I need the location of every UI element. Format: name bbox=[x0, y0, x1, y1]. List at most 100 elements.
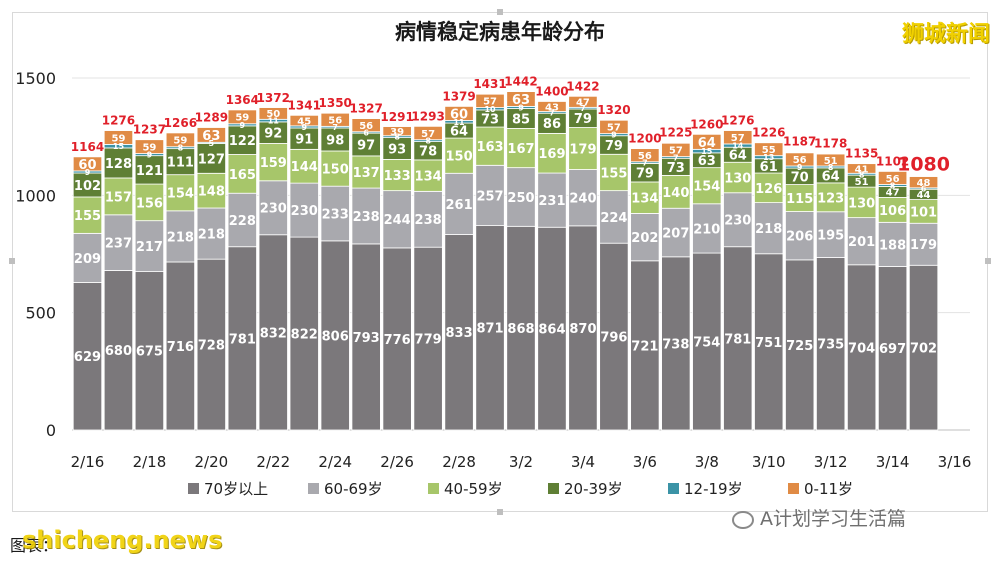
legend-swatch bbox=[308, 483, 319, 494]
segment-label: 207 bbox=[662, 226, 689, 241]
bar-segment bbox=[568, 225, 598, 431]
bar-segment bbox=[661, 174, 691, 209]
segment-label: 78 bbox=[419, 145, 437, 160]
bar-segment bbox=[630, 260, 660, 431]
segment-label: 167 bbox=[507, 142, 534, 157]
segment-label: 144 bbox=[291, 160, 318, 175]
bar-segment bbox=[444, 105, 474, 121]
bar-segment bbox=[908, 264, 939, 431]
total-label: 1135 bbox=[845, 147, 878, 161]
bar-segment bbox=[196, 258, 226, 431]
segment-label: 137 bbox=[353, 166, 380, 181]
total-label: 1431 bbox=[473, 77, 506, 91]
bar-segment bbox=[413, 125, 443, 141]
segment-label: 59 bbox=[235, 113, 249, 124]
segment-label: 7 bbox=[673, 153, 679, 162]
resize-handle-bottom[interactable] bbox=[497, 509, 503, 515]
total-label: 1266 bbox=[164, 116, 197, 130]
resize-handle-left[interactable] bbox=[9, 258, 15, 264]
segment-label: 85 bbox=[512, 112, 530, 127]
segment-label: 754 bbox=[693, 335, 720, 350]
segment-label: 233 bbox=[322, 207, 349, 222]
segment-label: 7 bbox=[580, 104, 586, 113]
brand-logo-text: 狮城新闻 bbox=[901, 22, 990, 47]
total-label: 1237 bbox=[133, 123, 166, 137]
bar-segment bbox=[258, 107, 288, 120]
x-tick-label: 3/8 bbox=[695, 453, 719, 471]
segment-label: 230 bbox=[260, 202, 287, 217]
segment-label: 231 bbox=[538, 194, 565, 209]
bar-segment bbox=[692, 252, 722, 431]
bar-segment bbox=[846, 264, 877, 431]
segment-label: 73 bbox=[481, 112, 499, 127]
bar-segment bbox=[630, 148, 660, 163]
segment-label: 56 bbox=[638, 151, 652, 162]
bar-segment bbox=[382, 159, 412, 192]
segment-label: 50 bbox=[266, 109, 280, 120]
segment-label: 179 bbox=[569, 142, 596, 157]
segment-label: 86 bbox=[543, 117, 561, 132]
resize-handle-right[interactable] bbox=[985, 258, 991, 264]
bar-segment bbox=[877, 197, 908, 223]
segment-label: 122 bbox=[229, 134, 256, 149]
bar-segment bbox=[816, 153, 846, 167]
resize-handle-top[interactable] bbox=[497, 9, 503, 15]
total-label: 1293 bbox=[411, 110, 444, 124]
total-label: 1291 bbox=[380, 110, 413, 124]
bar-segment bbox=[103, 270, 134, 431]
segment-label: 206 bbox=[786, 230, 813, 245]
segment-label: 9 bbox=[147, 151, 153, 160]
segment-label: 57 bbox=[669, 146, 683, 157]
segment-label: 57 bbox=[483, 97, 497, 108]
segment-label: 8 bbox=[828, 163, 834, 172]
segment-label: 127 bbox=[198, 152, 225, 167]
bar-segment bbox=[72, 232, 103, 283]
x-tick-label: 2/20 bbox=[195, 453, 229, 471]
segment-label: 864 bbox=[538, 323, 565, 338]
segment-label: 59 bbox=[111, 133, 125, 144]
segment-label: 64 bbox=[450, 125, 468, 140]
segment-label: 793 bbox=[353, 331, 380, 346]
segment-label: 48 bbox=[917, 178, 931, 189]
segment-label: 106 bbox=[879, 204, 906, 219]
total-label: 1260 bbox=[690, 117, 723, 131]
segment-label: 751 bbox=[755, 336, 782, 351]
total-label: 1289 bbox=[195, 111, 228, 125]
bar-segment bbox=[568, 95, 598, 108]
bar-segment bbox=[196, 143, 226, 174]
segment-label: 130 bbox=[724, 171, 751, 186]
segment-label: 781 bbox=[724, 332, 751, 347]
y-tick-label: 1000 bbox=[15, 186, 56, 205]
segment-label: 126 bbox=[755, 182, 782, 197]
segment-label: 79 bbox=[636, 167, 654, 182]
segment-label: 101 bbox=[910, 205, 937, 220]
total-label: 1341 bbox=[288, 98, 321, 112]
segment-label: 150 bbox=[322, 163, 349, 178]
segment-label: 8 bbox=[890, 182, 896, 191]
segment-label: 57 bbox=[731, 133, 745, 144]
y-tick-label: 1500 bbox=[15, 69, 56, 88]
segment-label: 98 bbox=[326, 133, 344, 148]
segment-label: 59 bbox=[142, 142, 156, 153]
x-tick-label: 3/2 bbox=[509, 453, 533, 471]
legend-swatch bbox=[788, 483, 799, 494]
segment-label: 675 bbox=[136, 345, 163, 360]
x-tick-label: 2/16 bbox=[71, 453, 105, 471]
bar-segment bbox=[72, 156, 103, 172]
segment-label: 257 bbox=[476, 189, 503, 204]
bar-segment bbox=[351, 243, 381, 431]
segment-label: 102 bbox=[74, 179, 101, 194]
source-brand: shicheng.news bbox=[22, 526, 223, 554]
segment-label: 56 bbox=[328, 116, 342, 127]
bar-segment bbox=[165, 261, 196, 431]
bar-segment bbox=[165, 148, 196, 176]
bar-segment bbox=[661, 207, 691, 258]
bar-segment bbox=[785, 211, 815, 261]
segment-label: 202 bbox=[631, 231, 658, 246]
segment-label: 163 bbox=[476, 140, 503, 155]
bar-segment bbox=[289, 236, 319, 431]
bar-segment bbox=[258, 180, 288, 236]
source-label: 图表： bbox=[10, 536, 59, 555]
segment-label: 154 bbox=[167, 187, 194, 202]
bar-segment bbox=[568, 127, 598, 170]
